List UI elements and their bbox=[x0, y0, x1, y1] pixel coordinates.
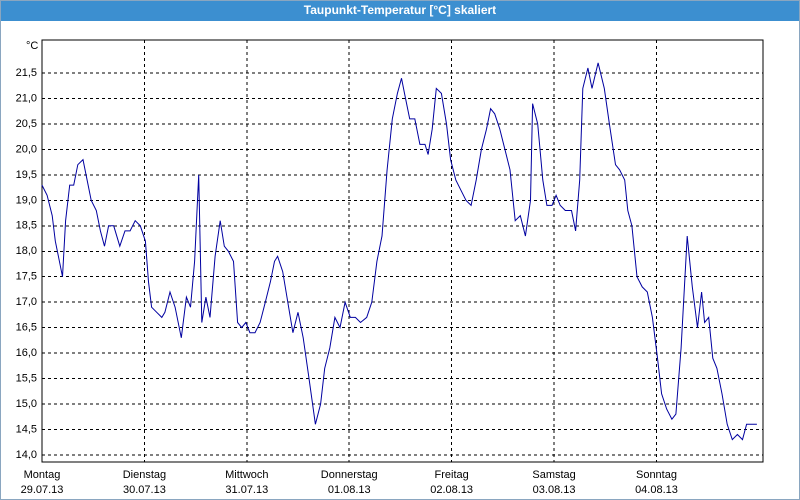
y-unit: °C bbox=[26, 40, 38, 52]
y-tick-label: 16,5 bbox=[16, 322, 37, 334]
x-tick-label: Samstag bbox=[532, 469, 575, 481]
data-line bbox=[41, 62, 757, 441]
y-tick-label: 21,0 bbox=[16, 92, 37, 104]
y-tick-label: 14,5 bbox=[16, 423, 37, 435]
y-tick-label: 21,5 bbox=[16, 67, 37, 79]
x-tick-label: Donnerstag bbox=[321, 469, 378, 481]
x-tick-date: 31.07.13 bbox=[225, 484, 268, 496]
y-tick-label: 18,5 bbox=[16, 220, 37, 232]
x-tick-date: 04.08.13 bbox=[635, 484, 678, 496]
x-tick-label: Montag bbox=[24, 469, 61, 481]
x-tick-date: 03.08.13 bbox=[533, 484, 576, 496]
y-tick-label: 17,5 bbox=[16, 271, 37, 283]
x-tick-date: 29.07.13 bbox=[21, 484, 64, 496]
y-tick-label: 20,5 bbox=[16, 118, 37, 130]
x-tick-date: 30.07.13 bbox=[123, 484, 166, 496]
title-bar bbox=[1, 1, 799, 21]
y-tick-label: 18,0 bbox=[16, 245, 37, 257]
x-tick-label: Mittwoch bbox=[225, 469, 268, 481]
x-tick-label: Sonntag bbox=[636, 469, 677, 481]
x-tick-label: Dienstag bbox=[123, 469, 166, 481]
y-tick-label: 14,0 bbox=[16, 449, 37, 461]
chart-title: Taupunkt-Temperatur [°C] skaliert bbox=[304, 3, 496, 17]
y-tick-label: 16,0 bbox=[16, 347, 37, 359]
x-tick-date: 02.08.13 bbox=[430, 484, 473, 496]
x-tick-date: 01.08.13 bbox=[328, 484, 371, 496]
y-tick-label: 19,5 bbox=[16, 169, 37, 181]
y-tick-label: 15,5 bbox=[16, 372, 37, 384]
y-tick-label: 19,0 bbox=[16, 194, 37, 206]
y-tick-label: 20,0 bbox=[16, 143, 37, 155]
y-tick-label: 15,0 bbox=[16, 398, 37, 410]
y-tick-label: 17,0 bbox=[16, 296, 37, 308]
x-tick-label: Freitag bbox=[435, 469, 469, 481]
